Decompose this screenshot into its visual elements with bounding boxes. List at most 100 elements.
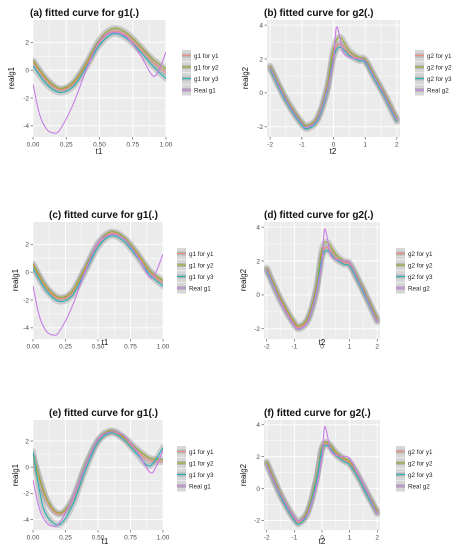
legend-label: g1 for y2 <box>194 64 219 71</box>
curves <box>264 228 380 333</box>
x-tick-label: 0.00 <box>27 344 40 351</box>
legend-label: g1 for y2 <box>189 262 214 269</box>
x-tick-label: 0.00 <box>27 535 40 542</box>
legend-label: g1 for y2 <box>189 460 214 467</box>
curves <box>267 26 400 133</box>
y-axis-label: realg1 <box>7 66 16 89</box>
legend: g2 for y1 g2 for y2 g2 for y3 Real g2 <box>415 50 452 96</box>
x-axis-label: t1 <box>102 537 109 546</box>
x-tick-label: 1 <box>363 142 367 149</box>
panel-title: (c) fitted curve for g1(.) <box>49 210 158 221</box>
legend-label: g2 for y2 <box>408 262 433 269</box>
x-axis-label: t2 <box>330 147 337 156</box>
y-axis-label: realg2 <box>239 463 248 486</box>
y-axis-label: realg1 <box>11 268 20 291</box>
legend-label: g2 for y1 <box>427 53 452 60</box>
legend-label: g1 for y3 <box>189 274 214 281</box>
y-tick-label: -2 <box>257 124 263 131</box>
legend: g2 for y1 g2 for y2 g2 for y3 Real g2 <box>396 248 433 294</box>
curves <box>33 228 163 336</box>
ticks: 0.00 0.25 0.50 0.75 1.00 -4 -2 0 2 <box>23 438 169 541</box>
series-line <box>33 233 163 336</box>
legend: g1 for y1 g1 for y2 g1 for y3 Real g1 <box>177 248 214 294</box>
curves <box>264 425 380 528</box>
y-axis-label: realg2 <box>241 66 250 89</box>
x-tick-label: 0.50 <box>92 535 105 542</box>
ticks: -2 -1 0 1 2 -2 0 2 4 <box>257 22 399 148</box>
x-tick-label: 0.25 <box>59 535 72 542</box>
x-axis-label: t2 <box>319 537 326 546</box>
series-line <box>269 46 398 130</box>
x-tick-label: 0.00 <box>27 142 40 149</box>
legend-label: g2 for y1 <box>408 449 433 456</box>
y-tick-label: 2 <box>259 56 263 63</box>
series-line <box>33 431 163 528</box>
y-tick-label: 2 <box>25 40 29 47</box>
x-axis-label: t1 <box>102 338 109 347</box>
legend-label: g2 for y3 <box>408 472 433 479</box>
legend-label: g2 for y3 <box>427 76 452 83</box>
curves <box>33 427 163 528</box>
y-tick-label: -2 <box>23 297 29 304</box>
ticks: -2 -1 0 1 2 -2 0 2 4 <box>254 422 379 541</box>
x-tick-label: 1.00 <box>157 344 170 351</box>
panel-title: (b) fitted curve for g2(.) <box>264 8 373 19</box>
x-tick-label: 0.75 <box>126 142 139 149</box>
x-tick-label: -1 <box>291 344 297 351</box>
x-tick-label: 2 <box>375 344 379 351</box>
legend-label: g2 for y2 <box>427 64 452 71</box>
legend-label: Real g2 <box>408 285 430 292</box>
y-tick-label: 0 <box>256 292 260 299</box>
series-line <box>266 425 378 522</box>
legend: g1 for y1 g1 for y2 g1 for y3 Real g1 <box>177 446 214 492</box>
y-tick-label: -2 <box>254 326 260 333</box>
y-tick-label: 0 <box>25 67 29 74</box>
x-tick-label: 0.75 <box>124 535 137 542</box>
x-tick-label: 0.75 <box>124 344 137 351</box>
x-tick-label: 1.00 <box>157 535 170 542</box>
legend-label: Real g1 <box>194 87 216 94</box>
panel-b: (b) fitted curve for g2(.) -2 -1 0 1 2 -2 0 2 4 t2… <box>241 8 452 156</box>
curves <box>33 25 166 134</box>
y-tick-label: -4 <box>23 123 29 130</box>
x-tick-label: 2 <box>395 142 399 149</box>
x-tick-label: -2 <box>267 142 273 149</box>
y-tick-label: 2 <box>256 258 260 265</box>
series-line <box>266 241 378 327</box>
panel-c: (c) fitted curve for g1(.)0.00 0.25 0.50 0.… <box>11 210 214 351</box>
panel-f: (f) fitted curve for g2(.) -2 -1 0 1 2 -2 0 2 4 t2… <box>239 408 433 546</box>
x-tick-label: -1 <box>291 535 297 542</box>
legend-label: g1 for y1 <box>194 53 219 60</box>
legend-label: g1 for y1 <box>189 251 214 258</box>
panel-title: (d) fitted curve for g2(.) <box>264 210 373 221</box>
x-tick-label: 1.00 <box>160 142 173 149</box>
panel-title: (f) fitted curve for g2(.) <box>264 408 371 419</box>
legend-label: Real g2 <box>408 483 430 490</box>
x-tick-label: 2 <box>375 535 379 542</box>
series-line <box>33 232 163 300</box>
y-tick-label: -2 <box>254 518 260 525</box>
series-line <box>269 26 398 128</box>
ticks: 0.00 0.25 0.50 0.75 1.00 -4 -2 0 2 <box>23 40 172 149</box>
ticks: -2 -1 0 1 2 -2 0 2 4 <box>254 224 379 350</box>
x-tick-label: 1 <box>348 344 352 351</box>
legend-label: g2 for y2 <box>408 460 433 467</box>
x-tick-label: -2 <box>264 535 270 542</box>
x-tick-label: -2 <box>264 344 270 351</box>
y-tick-label: 0 <box>256 486 260 493</box>
x-tick-label: 1 <box>348 535 352 542</box>
x-tick-label: 0.50 <box>92 344 105 351</box>
x-tick-label: 0 <box>320 344 324 351</box>
series-line <box>33 31 166 134</box>
y-tick-label: -4 <box>23 325 29 332</box>
grid <box>32 222 164 339</box>
legend-label: Real g2 <box>427 87 449 94</box>
y-tick-label: 0 <box>25 269 29 276</box>
grid <box>264 420 380 530</box>
series-line <box>33 431 163 515</box>
legend: g2 for y1 g2 for y2 g2 for y3 Real g2 <box>396 446 433 492</box>
series-line <box>266 444 378 525</box>
x-tick-label: 0 <box>332 142 336 149</box>
y-tick-label: 4 <box>259 22 263 29</box>
